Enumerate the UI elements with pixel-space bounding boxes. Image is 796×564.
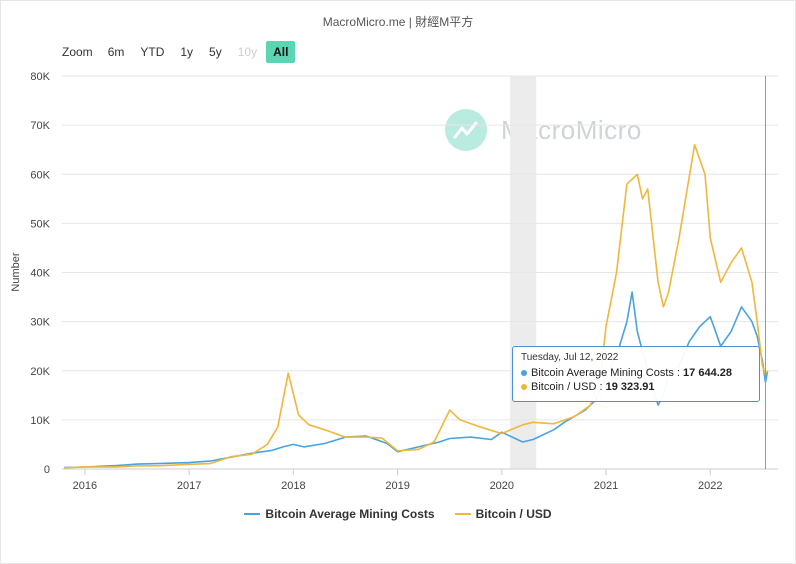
x-tick-label: 2022 (698, 480, 722, 492)
y-tick-label: 20K (30, 366, 50, 378)
zoom-ytd-button[interactable]: YTD (140, 45, 165, 59)
y-axis-title: Number (10, 252, 22, 291)
x-tick-label: 2016 (73, 480, 97, 492)
legend-line-icon (244, 513, 261, 515)
x-tick-label: 2021 (594, 480, 618, 492)
legend-item-bitcoin-usd[interactable]: Bitcoin / USD (454, 507, 552, 521)
zoom-6m-button[interactable]: 6m (107, 45, 125, 59)
tooltip-label: Bitcoin / USD (531, 381, 597, 393)
tooltip-date: Tuesday, Jul 12, 2022 (521, 352, 619, 363)
legend-item-mining-costs[interactable]: Bitcoin Average Mining Costs (244, 507, 435, 521)
chart-tooltip: Tuesday, Jul 12, 2022 Bitcoin Average Mi… (512, 346, 760, 402)
y-tick-label: 30K (30, 317, 50, 329)
y-tick-label: 0 (44, 464, 50, 476)
tooltip-label: Bitcoin Average Mining Costs (531, 367, 674, 379)
zoom-label: Zoom (62, 45, 93, 59)
chart-credit: MacroMicro.me | 財經M平方 (322, 15, 474, 29)
zoom-10y-button: 10y (237, 45, 258, 59)
chart-legend: Bitcoin Average Mining Costs Bitcoin / U… (0, 507, 796, 521)
legend-label: Bitcoin Average Mining Costs (265, 507, 435, 521)
zoom-all-button[interactable]: All (266, 41, 296, 63)
macromicro-logo-icon (445, 109, 487, 151)
y-tick-label: 60K (30, 169, 50, 181)
y-tick-label: 40K (30, 268, 50, 280)
tooltip-row-mining-costs: Bitcoin Average Mining Costs : 17 644.28 (521, 366, 751, 380)
tooltip-value: 19 323.91 (605, 381, 655, 393)
legend-label: Bitcoin / USD (475, 507, 552, 521)
series-line-mining-costs[interactable] (64, 291, 769, 469)
tooltip-row-bitcoin-usd: Bitcoin / USD : 19 323.91 (521, 380, 751, 394)
series-dot-icon (521, 384, 527, 391)
x-tick-label: 2019 (385, 480, 409, 492)
x-tick-label: 2017 (177, 480, 201, 492)
y-tick-label: 70K (30, 120, 50, 132)
series-line-bitcoin-usd[interactable] (64, 144, 769, 469)
zoom-5y-button[interactable]: 5y (209, 45, 222, 59)
zoom-range-selector: Zoom 6m YTD 1y 5y 10y All (62, 41, 297, 63)
legend-line-icon (454, 513, 471, 515)
y-tick-label: 80K (30, 71, 50, 83)
series-dot-icon (521, 370, 527, 377)
x-tick-label: 2020 (490, 480, 514, 492)
tooltip-value: 17 644.28 (683, 367, 732, 379)
y-tick-label: 50K (30, 218, 50, 230)
y-tick-label: 10K (30, 415, 50, 427)
x-tick-label: 2018 (281, 480, 305, 492)
zoom-1y-button[interactable]: 1y (180, 45, 194, 59)
